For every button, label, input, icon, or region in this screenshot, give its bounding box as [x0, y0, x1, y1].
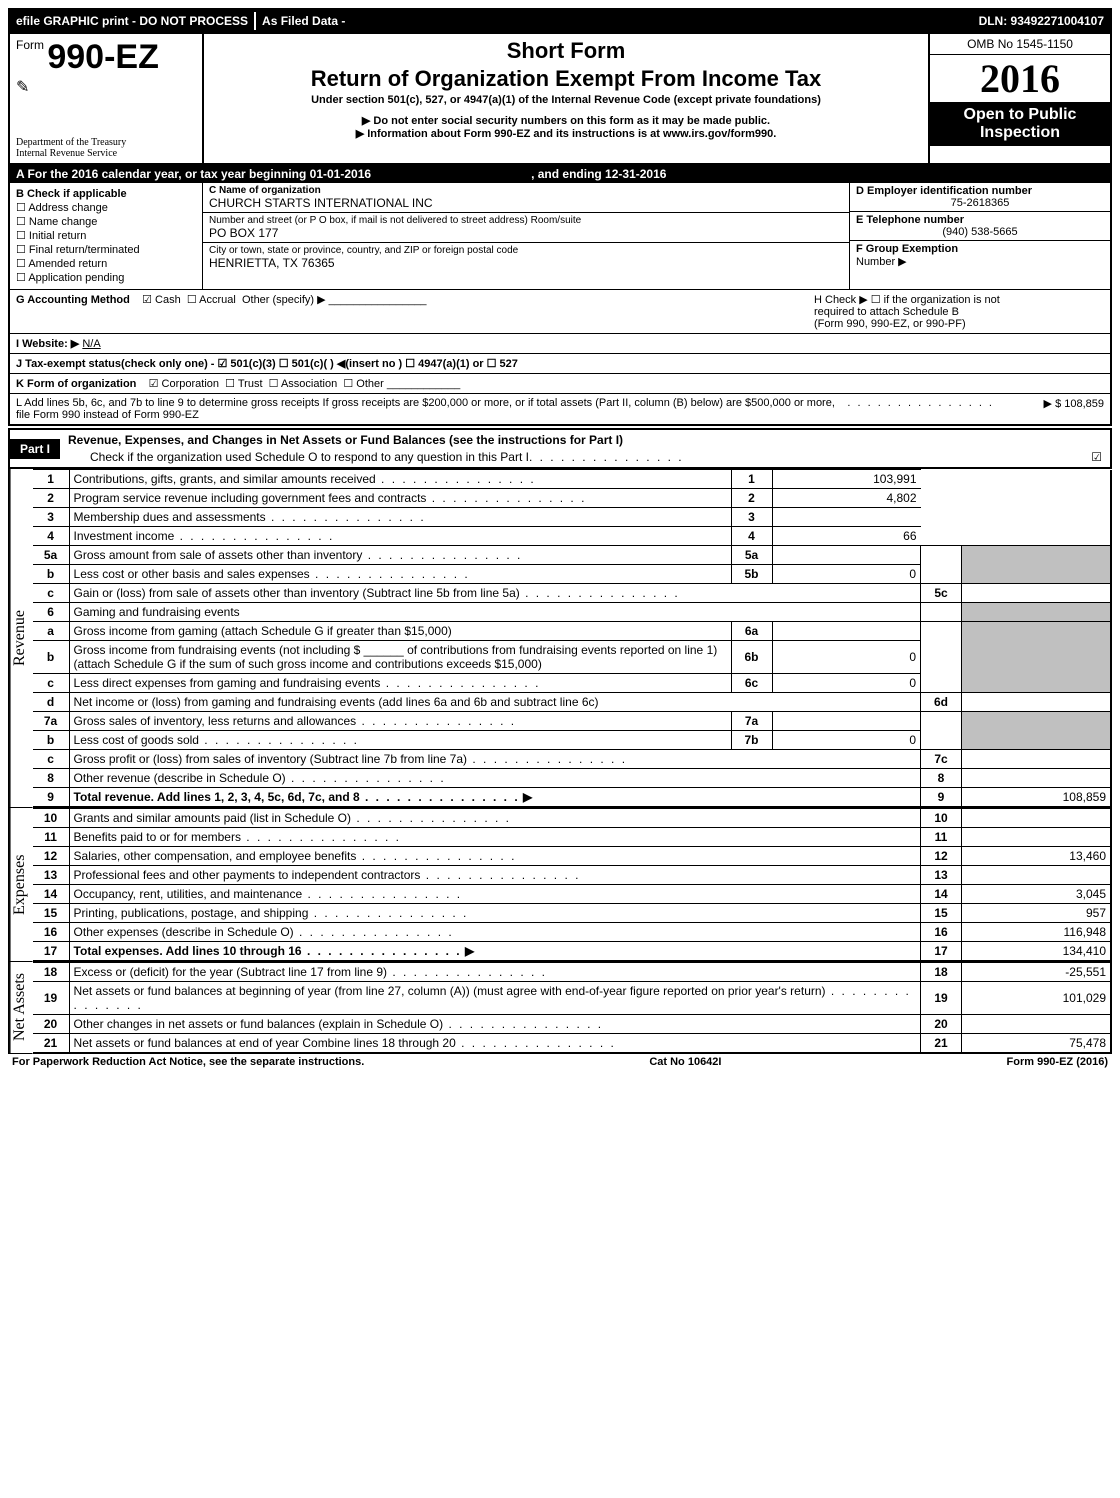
chk-corp[interactable]: Corporation — [149, 378, 219, 390]
chk-name[interactable]: Name change — [16, 215, 196, 228]
h-line3: (Form 990, 990-EZ, or 990-PF) — [814, 318, 1104, 330]
side-net: Net Assets — [10, 962, 33, 1054]
notice-1: ▶ Do not enter social security numbers o… — [210, 114, 922, 127]
footer: For Paperwork Reduction Act Notice, see … — [8, 1054, 1112, 1070]
chk-trust[interactable]: Trust — [225, 378, 262, 390]
f-label2: Number ▶ — [856, 256, 907, 268]
h-line1: H Check ▶ ☐ if the organization is not — [814, 293, 1104, 306]
l-value: ▶ $ 108,859 — [994, 397, 1104, 421]
return-title: Return of Organization Exempt From Incom… — [210, 66, 922, 92]
header-mid: Short Form Return of Organization Exempt… — [204, 34, 928, 163]
row-i: I Website: ▶ N/A — [8, 334, 1112, 354]
e-block: E Telephone number (940) 538-5665 — [850, 212, 1110, 241]
notice-2: ▶ Information about Form 990-EZ and its … — [210, 127, 922, 140]
d-block: D Employer identification number 75-2618… — [850, 183, 1110, 212]
footer-right: Form 990-EZ (2016) — [1007, 1056, 1108, 1068]
phone-value: (940) 538-5665 — [856, 226, 1104, 238]
form-number: 990-EZ — [47, 38, 159, 76]
d-label: D Employer identification number — [856, 185, 1104, 197]
c-city-block: City or town, state or province, country… — [203, 243, 849, 272]
row-a-text: A For the 2016 calendar year, or tax yea… — [16, 167, 371, 181]
row-k: K Form of organization Corporation Trust… — [8, 374, 1112, 394]
k-label: K Form of organization — [16, 378, 136, 390]
expenses-section: Expenses 10Grants and similar amounts pa… — [8, 808, 1112, 962]
l-dots — [847, 397, 994, 421]
header-right: OMB No 1545-1150 2016 Open to Public Ins… — [928, 34, 1110, 163]
h-line2: required to attach Schedule B — [814, 306, 1104, 318]
part1-title: Revenue, Expenses, and Changes in Net As… — [60, 430, 1110, 450]
row-a: A For the 2016 calendar year, or tax yea… — [8, 165, 1112, 183]
chk-amended[interactable]: Amended return — [16, 257, 196, 270]
chk-final[interactable]: Final return/terminated — [16, 243, 196, 256]
ein-value: 75-2618365 — [856, 197, 1104, 209]
footer-left: For Paperwork Reduction Act Notice, see … — [12, 1056, 364, 1068]
e-label: E Telephone number — [856, 214, 1104, 226]
row-l: L Add lines 5b, 6c, and 7b to line 9 to … — [8, 394, 1112, 426]
g-block: G Accounting Method Cash Accrual Other (… — [16, 293, 427, 330]
net-assets-section: Net Assets 18Excess or (deficit) for the… — [8, 962, 1112, 1054]
omb-number: OMB No 1545-1150 — [930, 34, 1110, 55]
dept-treasury: Department of the Treasury — [16, 137, 196, 148]
f-block: F Group Exemption Number ▶ — [850, 241, 1110, 270]
row-gh: G Accounting Method Cash Accrual Other (… — [8, 290, 1112, 334]
header-left: Form 990-EZ ✎ Department of the Treasury… — [10, 34, 204, 163]
dln-label: DLN: 93492271004107 — [973, 12, 1110, 30]
dept-irs: Internal Revenue Service — [16, 148, 196, 159]
street-value: PO BOX 177 — [209, 226, 843, 240]
chk-application[interactable]: Application pending — [16, 271, 196, 284]
top-bar: efile GRAPHIC print - DO NOT PROCESS As … — [8, 8, 1112, 34]
street-label: Number and street (or P O box, if mail i… — [209, 215, 843, 226]
b-title: B Check if applicable — [16, 188, 196, 200]
c-name-block: C Name of organization CHURCH STARTS INT… — [203, 183, 849, 213]
as-filed-label: As Filed Data - — [254, 12, 351, 30]
row-a-ending: , and ending 12-31-2016 — [531, 167, 666, 181]
i-label: I Website: ▶ — [16, 338, 79, 350]
l-text: L Add lines 5b, 6c, and 7b to line 9 to … — [16, 397, 847, 421]
c-label: C Name of organization — [209, 185, 843, 196]
g-other: Other (specify) ▶ — [242, 294, 326, 306]
city-value: HENRIETTA, TX 76365 — [209, 256, 843, 270]
h-block: H Check ▶ ☐ if the organization is not r… — [814, 293, 1104, 330]
chk-accrual[interactable]: Accrual — [187, 294, 236, 306]
part1-header: Part I Revenue, Expenses, and Changes in… — [8, 428, 1112, 469]
f-label: F Group Exemption — [856, 243, 958, 255]
col-b: B Check if applicable Address change Nam… — [10, 183, 203, 289]
under-section: Under section 501(c), 527, or 4947(a)(1)… — [210, 94, 922, 106]
side-revenue: Revenue — [10, 469, 33, 808]
tax-year: 2016 — [930, 55, 1110, 102]
g-label: G Accounting Method — [16, 294, 130, 306]
chk-address[interactable]: Address change — [16, 201, 196, 214]
part1-label: Part I — [10, 439, 60, 459]
form-header: Form 990-EZ ✎ Department of the Treasury… — [8, 34, 1112, 165]
revenue-table: 1Contributions, gifts, grants, and simil… — [33, 469, 1112, 808]
website-value: N/A — [82, 338, 100, 350]
net-assets-table: 18Excess or (deficit) for the year (Subt… — [33, 962, 1112, 1054]
part1-check: Check if the organization used Schedule … — [90, 450, 529, 464]
col-d: D Employer identification number 75-2618… — [849, 183, 1110, 289]
part1-dots — [529, 450, 1091, 464]
open-line2: Inspection — [934, 124, 1106, 142]
revenue-section: Revenue 1Contributions, gifts, grants, a… — [8, 469, 1112, 808]
footer-mid: Cat No 10642I — [649, 1056, 721, 1068]
chk-other[interactable]: Other — [343, 378, 383, 390]
section-bcdef: B Check if applicable Address change Nam… — [8, 183, 1112, 290]
side-expenses: Expenses — [10, 808, 33, 962]
c-street-block: Number and street (or P O box, if mail i… — [203, 213, 849, 243]
open-line1: Open to Public — [934, 106, 1106, 124]
part1-checkbox[interactable]: ☑ — [1091, 450, 1102, 464]
chk-cash[interactable]: Cash — [142, 294, 181, 306]
expenses-table: 10Grants and similar amounts paid (list … — [33, 808, 1112, 962]
city-label: City or town, state or province, country… — [209, 245, 843, 256]
open-public-box: Open to Public Inspection — [930, 102, 1110, 146]
chk-initial[interactable]: Initial return — [16, 229, 196, 242]
col-c: C Name of organization CHURCH STARTS INT… — [203, 183, 849, 289]
form-word: Form — [16, 38, 44, 52]
org-name: CHURCH STARTS INTERNATIONAL INC — [209, 196, 843, 210]
chk-assoc[interactable]: Association — [269, 378, 338, 390]
j-text: J Tax-exempt status(check only one) - ☑ … — [16, 358, 518, 370]
efile-label: efile GRAPHIC print - DO NOT PROCESS — [10, 12, 254, 30]
short-form-title: Short Form — [210, 38, 922, 64]
row-j: J Tax-exempt status(check only one) - ☑ … — [8, 354, 1112, 374]
